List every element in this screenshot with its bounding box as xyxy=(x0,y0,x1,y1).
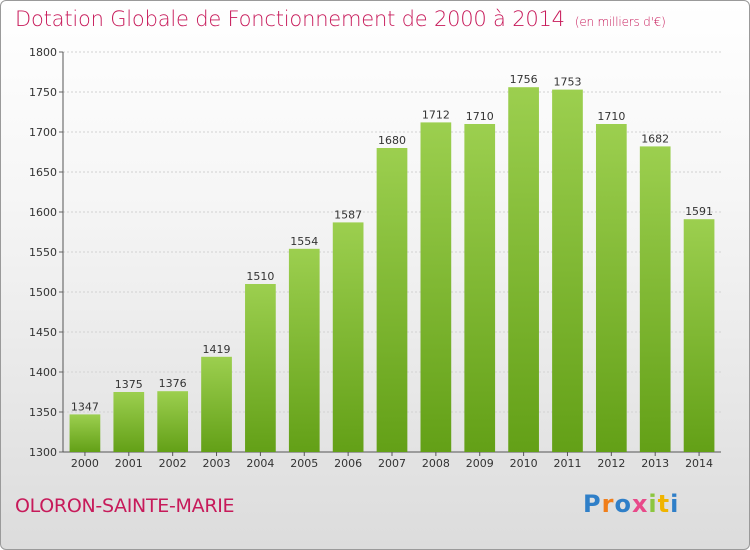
bar-2003 xyxy=(201,356,232,452)
logo-letter: i xyxy=(670,490,680,518)
data-label: 1347 xyxy=(71,400,99,413)
x-tick-label: 2010 xyxy=(510,457,538,470)
data-label: 1756 xyxy=(510,73,538,86)
x-tick-label: 2013 xyxy=(641,457,669,470)
bar-2005 xyxy=(288,248,320,452)
bar-2008 xyxy=(420,122,452,453)
logo-letter: t xyxy=(657,490,671,518)
data-label: 1680 xyxy=(378,134,406,147)
data-label: 1375 xyxy=(115,378,143,391)
x-tick-label: 2008 xyxy=(422,457,450,470)
y-tick-label: 1450 xyxy=(29,326,57,339)
logo-letter: r xyxy=(601,490,615,518)
x-tick-label: 2011 xyxy=(553,457,581,470)
data-label: 1419 xyxy=(203,343,231,356)
data-label: 1554 xyxy=(290,235,318,248)
x-tick-label: 2001 xyxy=(115,457,143,470)
data-labels: 1347 1375 1376 1419 1510 1554 1587 1680 1712 1710… xyxy=(71,73,713,413)
y-tick-label: 1750 xyxy=(29,86,57,99)
x-tick-label: 2005 xyxy=(290,457,318,470)
logo-letter: i xyxy=(648,490,658,518)
data-label: 1753 xyxy=(553,76,581,89)
x-tick-label: 2007 xyxy=(378,457,406,470)
y-tick-label: 1800 xyxy=(29,46,57,59)
data-label: 1376 xyxy=(159,377,187,390)
commune-name: OLORON-SAINTE-MARIE xyxy=(15,495,235,517)
bar-2014 xyxy=(683,219,715,452)
x-tick-label: 2002 xyxy=(159,457,187,470)
y-tick-label: 1550 xyxy=(29,246,57,259)
x-tick-label: 2014 xyxy=(685,457,713,470)
x-tick-label: 2009 xyxy=(466,457,494,470)
y-tick-label: 1350 xyxy=(29,406,57,419)
y-tick-label: 1650 xyxy=(29,166,57,179)
bar-2007 xyxy=(376,148,408,452)
x-tick-label: 2004 xyxy=(246,457,274,470)
x-tick-label: 2000 xyxy=(71,457,99,470)
bar-2011 xyxy=(552,89,583,452)
bar-2001 xyxy=(113,392,145,452)
bars xyxy=(69,87,715,453)
data-label: 1682 xyxy=(641,132,669,145)
bar-2004 xyxy=(245,284,276,452)
x-tick-label: 2006 xyxy=(334,457,362,470)
bar-2010 xyxy=(508,87,539,452)
y-tick-label: 1700 xyxy=(29,126,57,139)
bar-2009 xyxy=(464,124,496,452)
bar-2006 xyxy=(332,222,364,452)
bar-2002 xyxy=(157,391,189,452)
chart-title-text: Dotation Globale de Fonctionnement de 20… xyxy=(15,7,565,31)
proxiti-logo[interactable]: Proxiti xyxy=(583,490,679,518)
logo-letter: P xyxy=(583,490,602,518)
bar-2000 xyxy=(69,414,101,452)
chart-title: Dotation Globale de Fonctionnement de 20… xyxy=(15,7,666,31)
logo-letter: x xyxy=(631,490,649,518)
data-label: 1712 xyxy=(422,108,450,121)
bar-2013 xyxy=(639,146,671,452)
chart-subtitle: (en milliers d'€) xyxy=(574,15,666,29)
y-tick-labels: 1300 1350 1400 1450 1500 1550 1600 1650 1700 1750… xyxy=(29,46,57,459)
data-label: 1591 xyxy=(685,205,713,218)
x-tick-label: 2012 xyxy=(597,457,625,470)
y-tick-label: 1400 xyxy=(29,366,57,379)
y-tick-label: 1300 xyxy=(29,446,57,459)
x-tick-label: 2003 xyxy=(203,457,231,470)
data-label: 1710 xyxy=(597,110,625,123)
data-label: 1510 xyxy=(246,270,274,283)
y-tick-label: 1500 xyxy=(29,286,57,299)
x-tick-labels: 2000 2001 2002 2003 2004 2005 2006 2007 2008 2009… xyxy=(71,452,713,470)
logo-letter: o xyxy=(614,490,632,518)
y-tick-label: 1600 xyxy=(29,206,57,219)
data-label: 1587 xyxy=(334,208,362,221)
data-label: 1710 xyxy=(466,110,494,123)
bar-2012 xyxy=(595,124,627,452)
